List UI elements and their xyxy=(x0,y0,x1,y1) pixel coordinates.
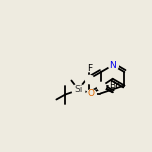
Text: F: F xyxy=(87,64,92,73)
Text: O: O xyxy=(88,89,95,98)
Text: Si: Si xyxy=(74,85,83,94)
Text: Br: Br xyxy=(109,81,119,90)
Text: N: N xyxy=(109,61,116,70)
